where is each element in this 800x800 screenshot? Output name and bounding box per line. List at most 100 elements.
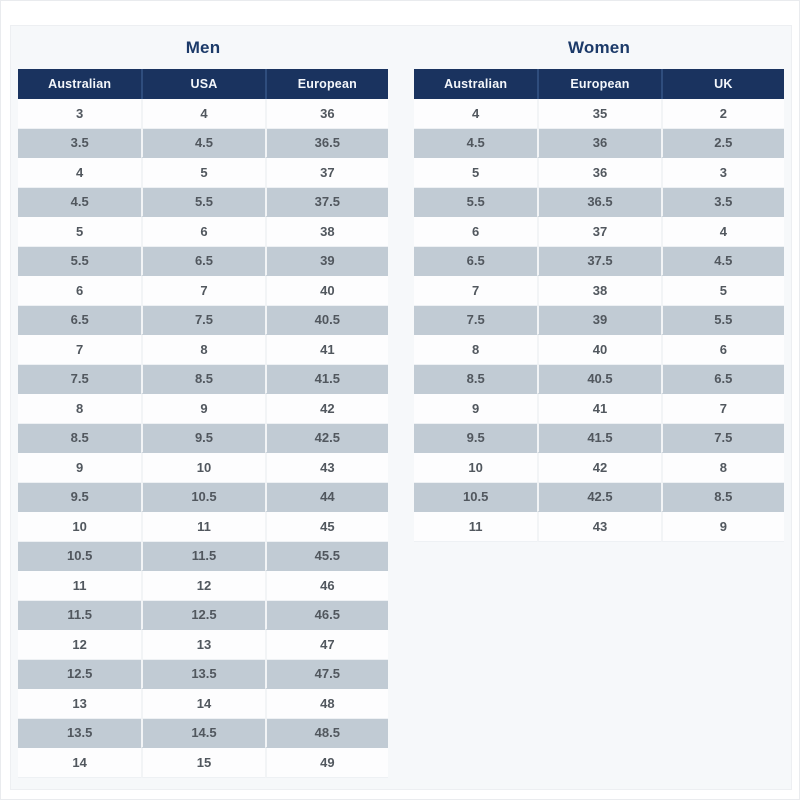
size-cell: 48	[264, 689, 388, 719]
size-cell: 9.5	[18, 482, 142, 512]
table-row: 4 35 2	[414, 99, 784, 129]
size-cell: 13.5	[141, 659, 265, 689]
size-cell: 4	[660, 217, 784, 247]
size-cell: 4	[141, 99, 265, 129]
size-cell: 10	[18, 512, 142, 542]
size-cell: 42	[537, 453, 661, 483]
size-cell: 37.5	[537, 246, 661, 276]
size-cell: 40	[264, 276, 388, 306]
size-cell: 11.5	[18, 600, 142, 630]
women-size-table: Australian European UK 4 35 2 4.5 36 2.5 5 36 3 5…	[414, 69, 784, 542]
size-cell: 42.5	[264, 423, 388, 453]
size-cell: 8.5	[141, 364, 265, 394]
size-cell: 40.5	[264, 305, 388, 335]
table-row: 9 10 43	[18, 453, 388, 483]
size-cell: 44	[264, 482, 388, 512]
table-row: 12.5 13.5 47.5	[18, 659, 388, 689]
size-cell: 4.5	[660, 246, 784, 276]
table-row: 4 5 37	[18, 158, 388, 188]
size-cell: 4.5	[141, 128, 265, 158]
size-cell: 37	[537, 217, 661, 247]
size-cell: 8.5	[660, 482, 784, 512]
size-cell: 41.5	[537, 423, 661, 453]
size-cell: 37.5	[264, 187, 388, 217]
header-cell-european: European	[264, 69, 388, 99]
table-row: 5.5 36.5 3.5	[414, 187, 784, 217]
size-cell: 41.5	[264, 364, 388, 394]
size-cell: 45	[264, 512, 388, 542]
size-cell: 10.5	[18, 541, 142, 571]
size-cell: 43	[264, 453, 388, 483]
table-row: 8.5 9.5 42.5	[18, 423, 388, 453]
table-row: 12 13 47	[18, 630, 388, 660]
size-cell: 6	[660, 335, 784, 365]
size-cell: 14.5	[141, 718, 265, 748]
size-cell: 10	[414, 453, 538, 483]
size-cell: 38	[537, 276, 661, 306]
size-cell: 10.5	[414, 482, 538, 512]
size-cell: 7.5	[18, 364, 142, 394]
size-cell: 41	[264, 335, 388, 365]
table-row: 13 14 48	[18, 689, 388, 719]
size-cell: 5	[660, 276, 784, 306]
table-row: 5 36 3	[414, 158, 784, 188]
size-cell: 6.5	[18, 305, 142, 335]
size-cell: 12	[141, 571, 265, 601]
size-cell: 11	[141, 512, 265, 542]
size-cell: 3.5	[660, 187, 784, 217]
size-cell: 36.5	[264, 128, 388, 158]
size-cell: 8.5	[18, 423, 142, 453]
size-cell: 41	[537, 394, 661, 424]
table-row: 10 11 45	[18, 512, 388, 542]
table-row: 8.5 40.5 6.5	[414, 364, 784, 394]
size-cell: 7	[414, 276, 538, 306]
size-cell: 47	[264, 630, 388, 660]
table-row: 3 4 36	[18, 99, 388, 129]
women-table-title: Women	[567, 38, 631, 57]
size-cell: 13.5	[18, 718, 142, 748]
table-row: 6 37 4	[414, 217, 784, 247]
header-cell-usa: USA	[141, 69, 265, 99]
table-row: 13.5 14.5 48.5	[18, 718, 388, 748]
size-cell: 12	[18, 630, 142, 660]
table-row: 7.5 39 5.5	[414, 305, 784, 335]
men-table-title: Men	[185, 38, 221, 57]
size-cell: 11	[18, 571, 142, 601]
table-row: 9.5 41.5 7.5	[414, 423, 784, 453]
size-cell: 15	[141, 748, 265, 778]
table-row: 6.5 37.5 4.5	[414, 246, 784, 276]
table-row: 4.5 36 2.5	[414, 128, 784, 158]
table-row: 9.5 10.5 44	[18, 482, 388, 512]
size-cell: 8	[141, 335, 265, 365]
size-cell: 40.5	[537, 364, 661, 394]
size-cell: 36	[264, 99, 388, 129]
table-row: 7 8 41	[18, 335, 388, 365]
men-size-section: Men Australian USA European 3 4 36 3.5 4.5 36…	[18, 36, 388, 778]
size-cell: 10.5	[141, 482, 265, 512]
table-row: 6.5 7.5 40.5	[18, 305, 388, 335]
table-row: 10.5 42.5 8.5	[414, 482, 784, 512]
size-cell: 9.5	[414, 423, 538, 453]
header-cell-uk: UK	[660, 69, 784, 99]
size-cell: 48.5	[264, 718, 388, 748]
size-cell: 42.5	[537, 482, 661, 512]
size-cell: 13	[141, 630, 265, 660]
size-cell: 46	[264, 571, 388, 601]
table-row: 6 7 40	[18, 276, 388, 306]
header-cell-australian: Australian	[414, 69, 538, 99]
size-cell: 43	[537, 512, 661, 542]
size-cell: 6.5	[660, 364, 784, 394]
size-cell: 6	[414, 217, 538, 247]
size-cell: 12.5	[18, 659, 142, 689]
size-cell: 5.5	[18, 246, 142, 276]
size-cell: 6.5	[414, 246, 538, 276]
size-cell: 2.5	[660, 128, 784, 158]
size-cell: 10	[141, 453, 265, 483]
header-row: Australian USA European	[18, 69, 388, 99]
table-row: 11 12 46	[18, 571, 388, 601]
size-cell: 6	[141, 217, 265, 247]
size-cell: 7.5	[660, 423, 784, 453]
size-cell: 9.5	[141, 423, 265, 453]
size-cell: 3.5	[18, 128, 142, 158]
size-cell: 8	[18, 394, 142, 424]
